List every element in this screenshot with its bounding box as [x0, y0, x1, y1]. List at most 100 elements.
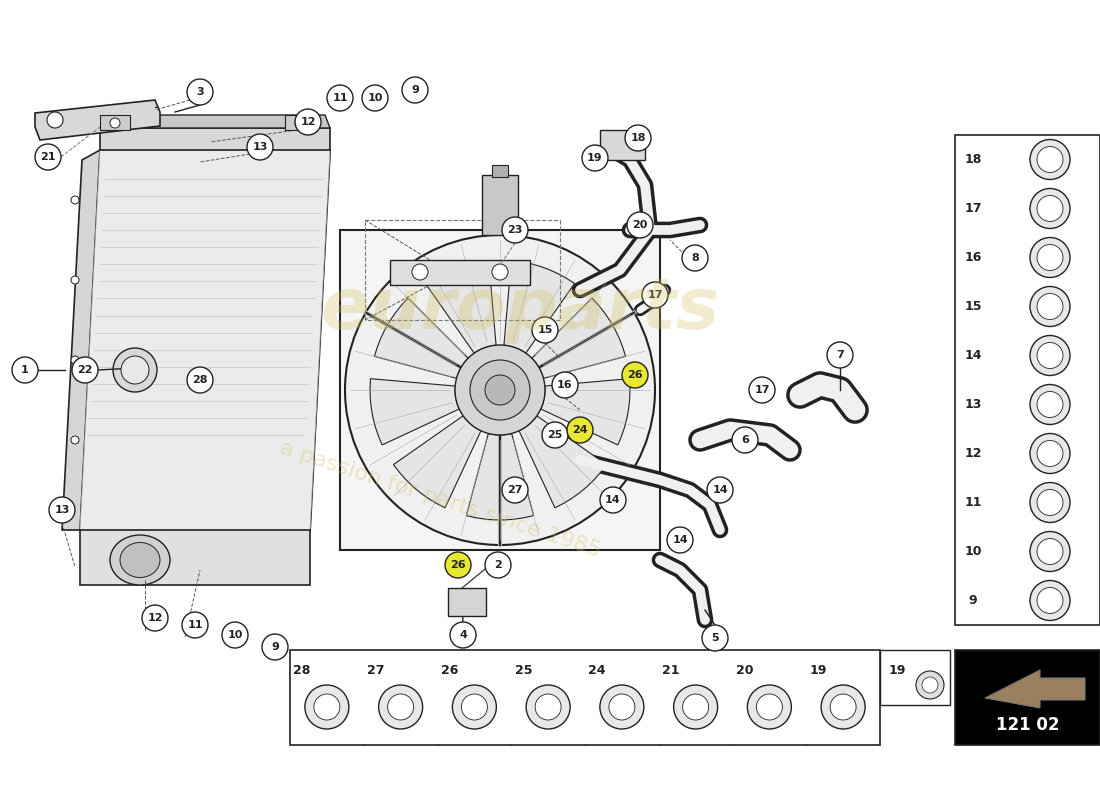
Text: 25: 25 — [515, 663, 532, 677]
Text: 17: 17 — [755, 385, 770, 395]
Circle shape — [12, 357, 39, 383]
Circle shape — [642, 282, 668, 308]
Text: 21: 21 — [41, 152, 56, 162]
Circle shape — [627, 212, 653, 238]
Ellipse shape — [110, 535, 170, 585]
Polygon shape — [466, 434, 534, 520]
Text: 22: 22 — [77, 365, 92, 375]
Circle shape — [532, 317, 558, 343]
Circle shape — [470, 360, 530, 420]
Text: 8: 8 — [691, 253, 698, 263]
Polygon shape — [426, 261, 496, 353]
Polygon shape — [374, 298, 469, 378]
Text: 15: 15 — [537, 325, 552, 335]
Text: 10: 10 — [965, 545, 981, 558]
Polygon shape — [370, 378, 459, 445]
Circle shape — [1037, 195, 1063, 222]
Circle shape — [248, 134, 273, 160]
FancyBboxPatch shape — [955, 650, 1100, 745]
Circle shape — [450, 622, 476, 648]
Circle shape — [757, 694, 782, 720]
Circle shape — [609, 694, 635, 720]
Text: 6: 6 — [741, 435, 749, 445]
Text: 12: 12 — [965, 447, 981, 460]
Text: 14: 14 — [712, 485, 728, 495]
Text: 26: 26 — [450, 560, 465, 570]
Circle shape — [1030, 482, 1070, 522]
Circle shape — [72, 357, 98, 383]
Text: 23: 23 — [507, 225, 522, 235]
Circle shape — [50, 497, 75, 523]
Text: 27: 27 — [507, 485, 522, 495]
Circle shape — [452, 685, 496, 729]
Circle shape — [1030, 189, 1070, 229]
Text: 26: 26 — [441, 663, 459, 677]
Circle shape — [485, 375, 515, 405]
Circle shape — [461, 694, 487, 720]
Circle shape — [35, 144, 60, 170]
Circle shape — [600, 685, 643, 729]
Circle shape — [600, 487, 626, 513]
Circle shape — [502, 477, 528, 503]
Circle shape — [830, 694, 856, 720]
Circle shape — [72, 436, 79, 444]
Text: 2: 2 — [494, 560, 502, 570]
Text: 14: 14 — [605, 495, 620, 505]
Text: 12: 12 — [300, 117, 316, 127]
Text: 14: 14 — [672, 535, 688, 545]
Text: 21: 21 — [662, 663, 680, 677]
Circle shape — [345, 235, 654, 545]
Circle shape — [916, 671, 944, 699]
Circle shape — [625, 125, 651, 151]
Circle shape — [535, 694, 561, 720]
Circle shape — [1037, 245, 1063, 270]
Text: 14: 14 — [965, 349, 981, 362]
Circle shape — [446, 552, 471, 578]
Text: 11: 11 — [187, 620, 202, 630]
Polygon shape — [95, 115, 330, 128]
Bar — [390, 260, 530, 285]
Text: 19: 19 — [587, 153, 603, 163]
Circle shape — [121, 356, 148, 384]
Polygon shape — [504, 261, 574, 353]
Text: 13: 13 — [965, 398, 981, 411]
Circle shape — [1030, 434, 1070, 474]
Circle shape — [749, 377, 775, 403]
Circle shape — [526, 685, 570, 729]
Circle shape — [1037, 146, 1063, 173]
Text: 7: 7 — [836, 350, 844, 360]
Circle shape — [72, 276, 79, 284]
Polygon shape — [35, 100, 160, 140]
Text: 3: 3 — [196, 87, 204, 97]
Circle shape — [314, 694, 340, 720]
Circle shape — [295, 118, 305, 128]
Circle shape — [821, 685, 865, 729]
Circle shape — [1037, 391, 1063, 418]
Text: 26: 26 — [627, 370, 642, 380]
Circle shape — [47, 112, 63, 128]
Bar — [448, 588, 486, 616]
Circle shape — [187, 367, 213, 393]
Circle shape — [72, 356, 79, 364]
Circle shape — [673, 685, 717, 729]
Circle shape — [1037, 294, 1063, 319]
Text: 1: 1 — [21, 365, 29, 375]
Ellipse shape — [120, 542, 160, 578]
Text: 4: 4 — [459, 630, 466, 640]
Polygon shape — [100, 128, 330, 150]
Polygon shape — [80, 150, 330, 530]
Circle shape — [362, 85, 388, 111]
Circle shape — [1030, 335, 1070, 375]
Text: a passion for parts since 1985: a passion for parts since 1985 — [277, 438, 603, 562]
Bar — [880, 650, 950, 705]
Bar — [290, 650, 880, 745]
Text: 5: 5 — [712, 633, 718, 643]
Circle shape — [1030, 581, 1070, 621]
Circle shape — [295, 109, 321, 135]
Circle shape — [1030, 238, 1070, 278]
Circle shape — [327, 85, 353, 111]
Circle shape — [542, 422, 568, 448]
Circle shape — [1030, 139, 1070, 179]
Text: 11: 11 — [965, 496, 981, 509]
Circle shape — [732, 427, 758, 453]
